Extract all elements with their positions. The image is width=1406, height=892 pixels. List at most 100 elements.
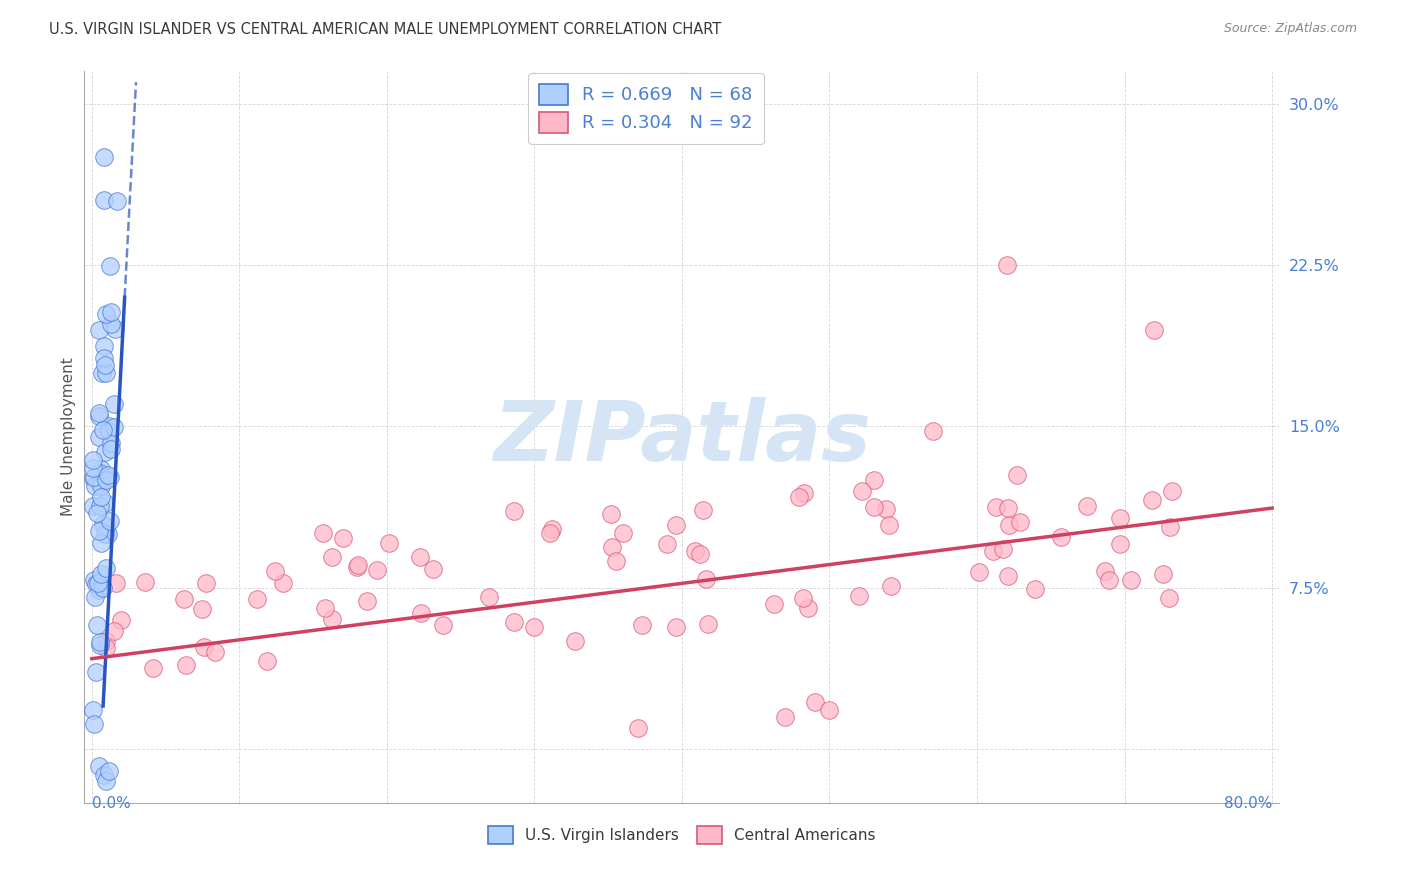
Point bbox=[86, 618, 108, 632]
Point bbox=[87, 430, 110, 444]
Point bbox=[105, 575, 128, 590]
Point bbox=[271, 575, 294, 590]
Point bbox=[91, 366, 114, 380]
Point bbox=[1076, 500, 1098, 514]
Point bbox=[96, 774, 118, 789]
Point bbox=[96, 527, 118, 541]
Point bbox=[98, 424, 121, 438]
Point bbox=[174, 657, 197, 672]
Point bbox=[787, 490, 810, 504]
Point bbox=[599, 508, 621, 522]
Point bbox=[689, 547, 711, 561]
Point bbox=[94, 495, 117, 509]
Point bbox=[346, 559, 368, 574]
Point bbox=[93, 768, 115, 782]
Point bbox=[762, 597, 785, 611]
Point bbox=[875, 502, 897, 516]
Point bbox=[110, 613, 132, 627]
Point bbox=[314, 601, 336, 615]
Point bbox=[921, 424, 943, 438]
Point bbox=[600, 541, 623, 555]
Point bbox=[191, 602, 214, 616]
Point bbox=[90, 491, 112, 505]
Point bbox=[94, 527, 117, 541]
Point bbox=[98, 764, 121, 778]
Point bbox=[84, 478, 107, 492]
Point bbox=[1121, 573, 1143, 587]
Point bbox=[98, 259, 121, 273]
Point bbox=[90, 567, 112, 582]
Point bbox=[683, 543, 706, 558]
Point bbox=[981, 544, 1004, 558]
Point bbox=[93, 194, 115, 208]
Point bbox=[100, 317, 122, 331]
Point bbox=[96, 634, 118, 648]
Point bbox=[1157, 591, 1180, 606]
Text: 0.0%: 0.0% bbox=[91, 797, 131, 812]
Point bbox=[411, 607, 433, 621]
Point bbox=[422, 562, 444, 576]
Point bbox=[851, 484, 873, 499]
Point bbox=[104, 322, 127, 336]
Point bbox=[995, 258, 1018, 272]
Point bbox=[880, 580, 903, 594]
Point bbox=[94, 307, 117, 321]
Point bbox=[321, 550, 343, 565]
Point bbox=[1008, 515, 1031, 529]
Point bbox=[93, 351, 115, 365]
Text: ZIPatlas: ZIPatlas bbox=[494, 397, 870, 477]
Point bbox=[523, 620, 546, 634]
Point bbox=[1152, 567, 1174, 582]
Point bbox=[803, 695, 825, 709]
Point bbox=[664, 517, 686, 532]
Point bbox=[84, 576, 107, 591]
Point bbox=[366, 563, 388, 577]
Point bbox=[194, 575, 217, 590]
Point bbox=[87, 575, 110, 590]
Point bbox=[967, 565, 990, 579]
Point bbox=[612, 526, 634, 541]
Point bbox=[93, 338, 115, 352]
Point bbox=[91, 423, 114, 437]
Point bbox=[89, 582, 111, 597]
Point bbox=[103, 624, 125, 638]
Point bbox=[87, 409, 110, 423]
Point bbox=[312, 526, 335, 541]
Point bbox=[1094, 564, 1116, 578]
Point bbox=[986, 500, 1008, 514]
Point bbox=[83, 590, 105, 604]
Point bbox=[564, 633, 586, 648]
Point bbox=[100, 436, 122, 450]
Point bbox=[877, 517, 900, 532]
Point bbox=[94, 561, 117, 575]
Point bbox=[246, 591, 269, 606]
Point bbox=[502, 615, 524, 629]
Point bbox=[993, 541, 1015, 556]
Point bbox=[98, 418, 121, 433]
Point bbox=[91, 581, 114, 595]
Point bbox=[1109, 511, 1132, 525]
Point bbox=[997, 501, 1019, 516]
Point bbox=[96, 641, 118, 656]
Point bbox=[997, 569, 1019, 583]
Point bbox=[90, 462, 112, 476]
Point bbox=[848, 590, 870, 604]
Point bbox=[538, 526, 561, 541]
Point bbox=[94, 473, 117, 487]
Point bbox=[173, 592, 195, 607]
Point bbox=[93, 516, 115, 531]
Point bbox=[90, 579, 112, 593]
Point bbox=[655, 537, 678, 551]
Legend: U.S. Virgin Islanders, Central Americans: U.S. Virgin Islanders, Central Americans bbox=[482, 820, 882, 850]
Point bbox=[100, 442, 122, 457]
Point bbox=[89, 474, 111, 488]
Point bbox=[378, 536, 401, 550]
Point bbox=[94, 366, 117, 380]
Point bbox=[665, 620, 688, 634]
Point bbox=[1097, 573, 1119, 587]
Point bbox=[90, 478, 112, 492]
Point bbox=[697, 617, 720, 632]
Point bbox=[100, 305, 122, 319]
Point bbox=[1159, 520, 1181, 534]
Point bbox=[605, 554, 627, 568]
